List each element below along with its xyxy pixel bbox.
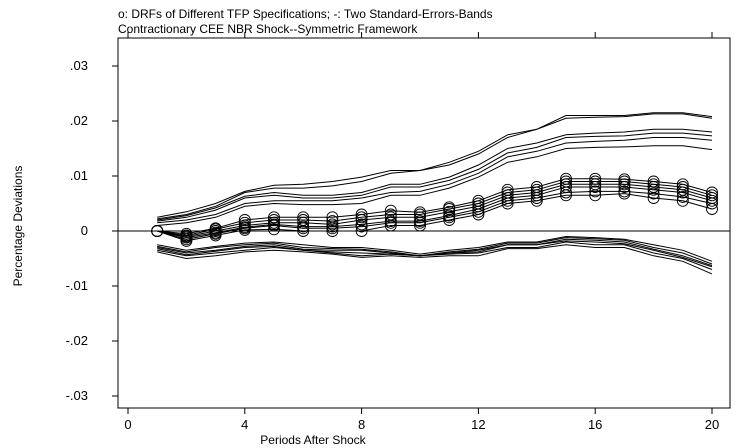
drf-point	[414, 216, 426, 229]
lower-band-line	[157, 241, 713, 270]
lower-band-line	[157, 240, 713, 268]
y-tick-label: -.01	[66, 278, 88, 293]
drf-point	[618, 181, 631, 193]
drf-point	[355, 220, 368, 233]
x-tick-label: 8	[358, 417, 365, 432]
drf-point	[647, 192, 660, 204]
drf-point	[180, 234, 193, 247]
y-axis: -.03 -.02 -.01 0 .01 .02 .03	[66, 58, 118, 403]
drf-point	[589, 181, 602, 193]
drf-point	[151, 225, 164, 237]
drf-point	[530, 192, 543, 204]
drf-point	[676, 190, 689, 203]
drf-point	[238, 223, 251, 236]
drf-point	[706, 203, 718, 215]
drf-point	[501, 197, 514, 210]
x-tick-label: 0	[124, 417, 131, 432]
drf-point	[209, 229, 222, 242]
upper-band-line	[157, 112, 713, 218]
y-tick-label: .01	[70, 168, 88, 183]
drf-point	[326, 222, 339, 235]
chart-subtitle: Contractionary CEE NBR Shock--Symmetric …	[118, 22, 418, 36]
drf-point	[443, 211, 456, 224]
drf-point	[355, 211, 368, 224]
chart-title: o: DRFs of Different TFP Specifications;…	[118, 7, 493, 21]
bands	[157, 112, 713, 275]
lower-band-line	[157, 237, 713, 265]
drf-point	[326, 225, 339, 237]
drf-point	[384, 204, 397, 217]
y-tick-label: -.03	[66, 388, 88, 403]
drf-point	[589, 189, 602, 202]
drf-point	[560, 186, 572, 199]
upper-band-line	[157, 128, 713, 221]
upper-band-line	[157, 145, 713, 226]
drf-series	[151, 172, 718, 247]
x-tick-label: 16	[588, 417, 602, 432]
y-tick-label: .02	[70, 113, 88, 128]
lower-band-line	[157, 244, 713, 275]
drf-point	[501, 194, 514, 207]
drf-point	[268, 219, 280, 232]
plot-frame	[117, 37, 731, 409]
y-axis-label: Percentage Deviations	[11, 166, 25, 287]
drf-point	[472, 205, 485, 218]
lower-band-line	[157, 235, 713, 262]
x-tick-label: 12	[471, 417, 485, 432]
x-tick-label: 20	[705, 417, 719, 432]
x-tick-label: 4	[241, 417, 248, 432]
y-tick-label: 0	[81, 223, 88, 238]
upper-band-line	[157, 137, 713, 224]
drf-point	[297, 222, 310, 235]
drf-point	[268, 223, 280, 236]
drf-point	[618, 178, 631, 191]
drf-point	[676, 194, 689, 207]
drf-point	[647, 187, 660, 200]
drf-point	[384, 216, 397, 229]
y-tick-label: .03	[70, 58, 88, 73]
drf-line	[157, 193, 713, 242]
drf-point	[706, 194, 718, 207]
drf-point	[589, 185, 602, 198]
x-axis: 0 4 8 12 16 20	[124, 32, 719, 432]
drf-point	[384, 219, 397, 232]
drf-point	[560, 189, 572, 202]
upper-band-line	[157, 132, 713, 222]
drf-point	[618, 187, 631, 200]
drf-point	[355, 225, 368, 237]
x-axis-label: Periods After Shock	[260, 433, 366, 447]
upper-band-line	[157, 113, 713, 220]
drf-point	[530, 194, 543, 207]
drf-point	[647, 183, 660, 196]
drf-point	[472, 208, 485, 221]
drf-point	[443, 214, 456, 226]
drf-point	[414, 219, 426, 232]
drf-point	[676, 186, 689, 199]
drf-point	[297, 225, 310, 237]
y-tick-label: -.02	[66, 333, 88, 348]
